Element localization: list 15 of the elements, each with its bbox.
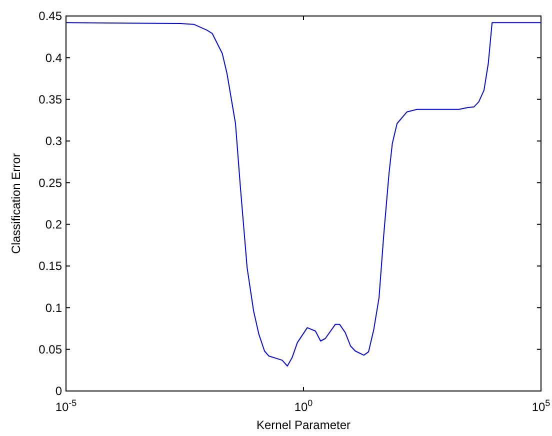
y-tick-label: 0 [55,384,62,398]
y-tick-label: 0.15 [38,259,62,274]
y-tick-label: 0.45 [38,9,62,24]
y-tick-label: 0.25 [38,176,62,190]
y-tick-label: 0.35 [38,92,62,107]
y-tick-label: 0.4 [45,50,62,65]
y-tick-label: 0.3 [45,134,62,148]
y-tick-label: 0.2 [45,218,62,232]
y-tick-label: 0.05 [38,342,62,357]
x-axis-title: Kernel Parameter [256,418,351,432]
x-tick-label: 10$^{5}$ [532,398,550,414]
y-tick-label: 0.1 [45,300,62,315]
y-axis-title: Classification Error [9,153,23,254]
x-tick-label: 10$^{0}$ [294,398,313,414]
x-tick-label: 10$^{-5}$ [55,398,77,414]
